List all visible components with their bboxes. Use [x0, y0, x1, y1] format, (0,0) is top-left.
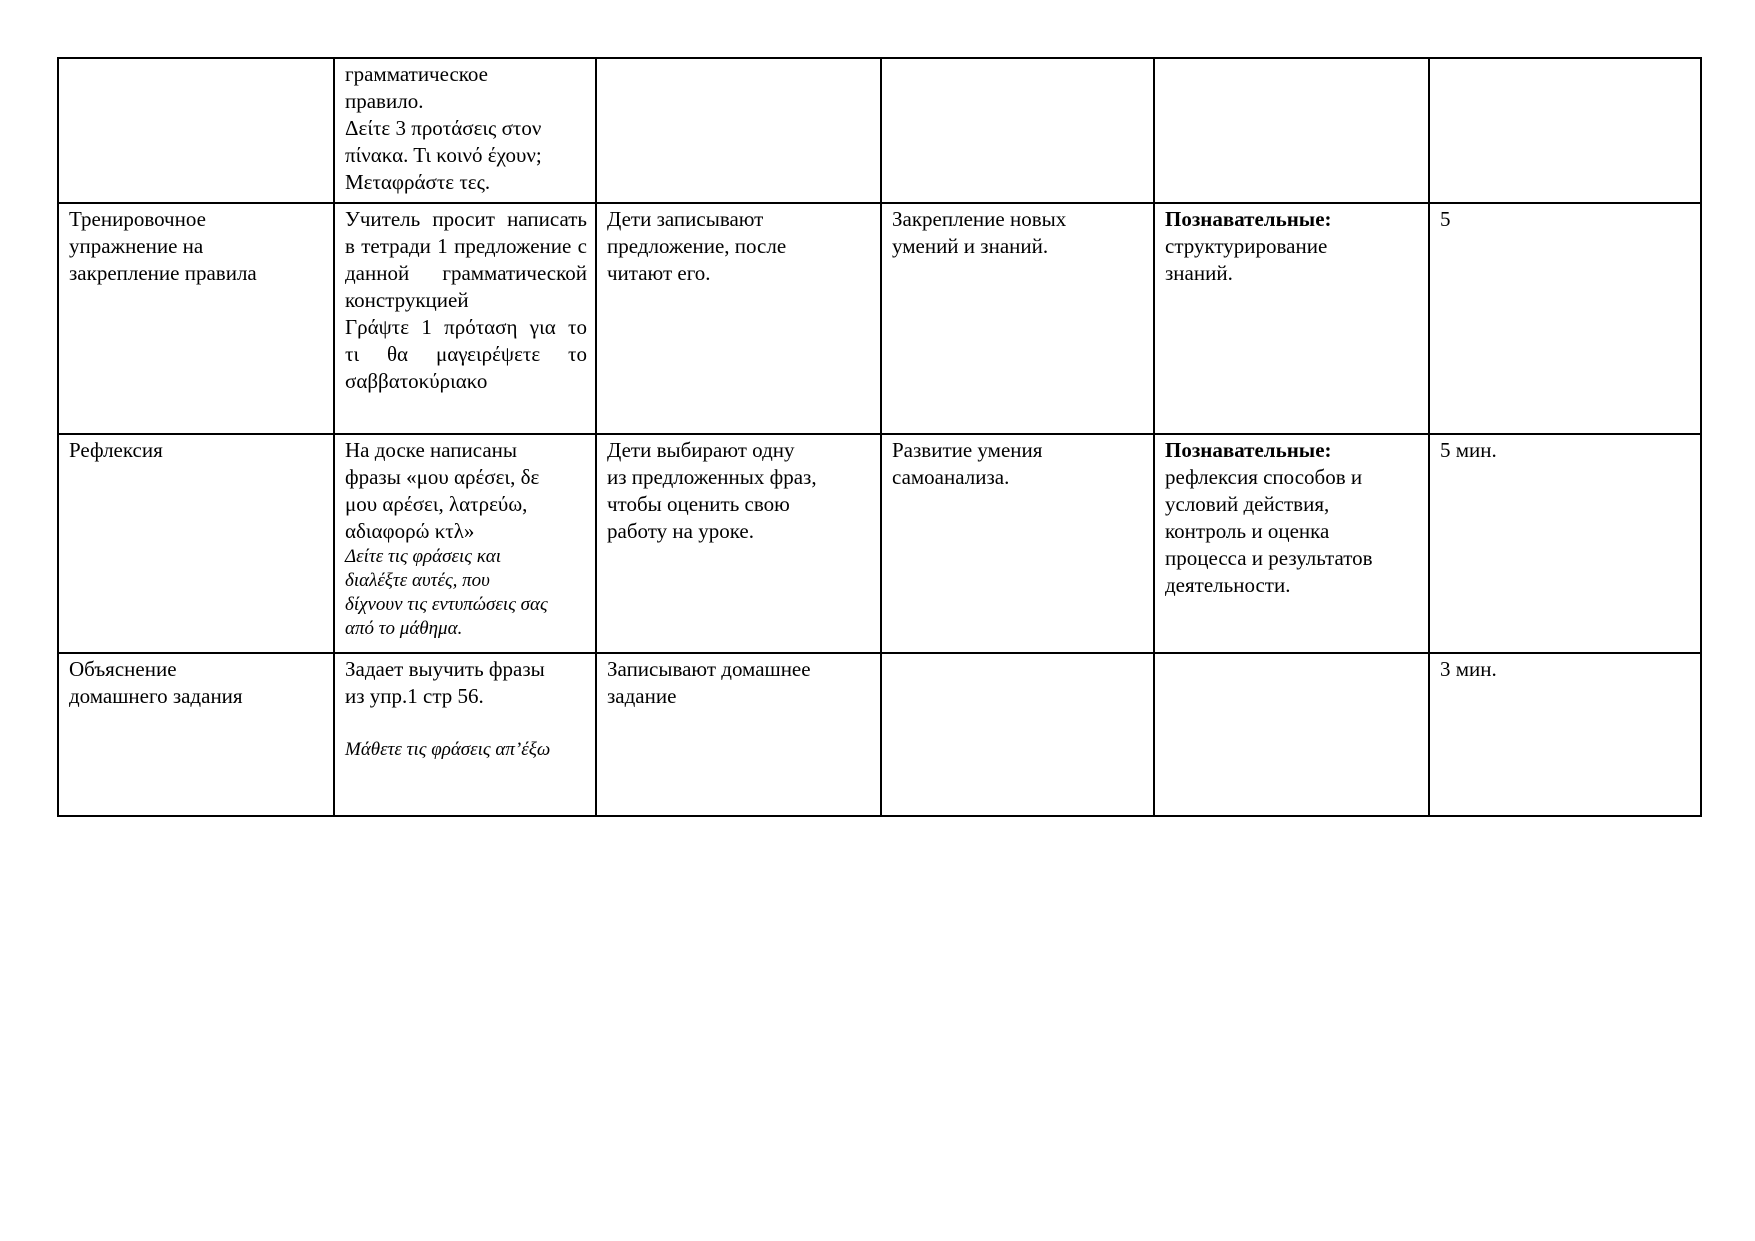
- teacher-text-ru: Задает выучить фразы из упр.1 стр 56.: [345, 657, 545, 708]
- row-training-exercise: Тренировочное упражнение на закрепление …: [57, 202, 1702, 435]
- cell-teacher-activity-training: Учитель просит написать в тетради 1 пред…: [333, 202, 597, 435]
- cell-purpose-continuation: [880, 57, 1155, 204]
- uud-category-label: Познавательные:: [1165, 438, 1332, 462]
- row-reflection: Рефлексия На доске написаны фразы «μου α…: [57, 433, 1702, 654]
- uud-category-label: Познавательные:: [1165, 207, 1332, 231]
- time-value: 5 мин.: [1440, 438, 1497, 462]
- cell-stage-training: Тренировочное упражнение на закрепление …: [57, 202, 335, 435]
- uud-text: структурирование знаний.: [1165, 234, 1328, 285]
- cell-student-activity-training: Дети записывают предложение, после читаю…: [595, 202, 882, 435]
- purpose-text: Закрепление новых умений и знаний.: [892, 207, 1067, 258]
- cell-purpose-homework: [880, 652, 1155, 817]
- row-homework: Объяснение домашнего задания Задает выуч…: [57, 652, 1702, 817]
- cell-stage-homework: Объяснение домашнего задания: [57, 652, 335, 817]
- cell-stage-continuation: [57, 57, 335, 204]
- student-text: Дети записывают предложение, после читаю…: [607, 207, 787, 285]
- cell-student-activity-reflection: Дети выбирают одну из предложенных фраз,…: [595, 433, 882, 654]
- cell-purpose-training: Закрепление новых умений и знаний.: [880, 202, 1155, 435]
- stage-label: Рефлексия: [69, 438, 163, 462]
- cell-stage-reflection: Рефлексия: [57, 433, 335, 654]
- teacher-text-greek: Δείτε 3 προτάσεις στον πίνακα. Τι κοινό …: [345, 116, 542, 194]
- cell-time-homework: 3 мин.: [1428, 652, 1702, 817]
- cell-time-training: 5: [1428, 202, 1702, 435]
- purpose-text: Развитие умения самоанализа.: [892, 438, 1043, 489]
- student-text: Дети выбирают одну из предложенных фраз,…: [607, 438, 817, 543]
- cell-student-activity-continuation: [595, 57, 882, 204]
- teacher-text-greek-note: Δείτε τις φράσεις και διαλέξτε αυτές, πο…: [345, 546, 548, 639]
- teacher-text-ru: На доске написаны фразы «μου αρέσει, δε …: [345, 438, 540, 543]
- stage-label: Объяснение домашнего задания: [69, 657, 243, 708]
- cell-uud-reflection: Познавательные: рефлексия способов и усл…: [1153, 433, 1430, 654]
- row-continuation: грамматическое правило. Δείτε 3 προτάσει…: [57, 57, 1702, 204]
- cell-time-reflection: 5 мин.: [1428, 433, 1702, 654]
- cell-teacher-activity-homework: Задает выучить фразы из упр.1 стр 56. Μά…: [333, 652, 597, 817]
- student-text: Записывают домашнее задание: [607, 657, 811, 708]
- teacher-text-ru: Учитель просит написать в тетради 1 пред…: [345, 207, 587, 312]
- cell-uud-continuation: [1153, 57, 1430, 204]
- cell-purpose-reflection: Развитие умения самоанализа.: [880, 433, 1155, 654]
- teacher-text-ru: грамматическое правило.: [345, 62, 489, 113]
- cell-uud-homework: [1153, 652, 1430, 817]
- cell-teacher-activity-reflection: На доске написаны фразы «μου αρέσει, δε …: [333, 433, 597, 654]
- time-value: 5: [1440, 207, 1451, 231]
- cell-uud-training: Познавательные: структурирование знаний.: [1153, 202, 1430, 435]
- teacher-text-greek: Γράψτε 1 πρόταση για το τι θα μαγειρέψετ…: [345, 315, 587, 393]
- cell-teacher-activity-continuation: грамматическое правило. Δείτε 3 προτάσει…: [333, 57, 597, 204]
- cell-time-continuation: [1428, 57, 1702, 204]
- cell-student-activity-homework: Записывают домашнее задание: [595, 652, 882, 817]
- teacher-text-greek-note: Μάθετε τις φράσεις απ’έξω: [345, 739, 551, 760]
- time-value: 3 мин.: [1440, 657, 1497, 681]
- uud-text: рефлексия способов и условий действия, к…: [1165, 465, 1373, 597]
- lesson-plan-table: грамматическое правило. Δείτε 3 προτάσει…: [57, 57, 1702, 817]
- stage-label: Тренировочное упражнение на закрепление …: [69, 207, 257, 285]
